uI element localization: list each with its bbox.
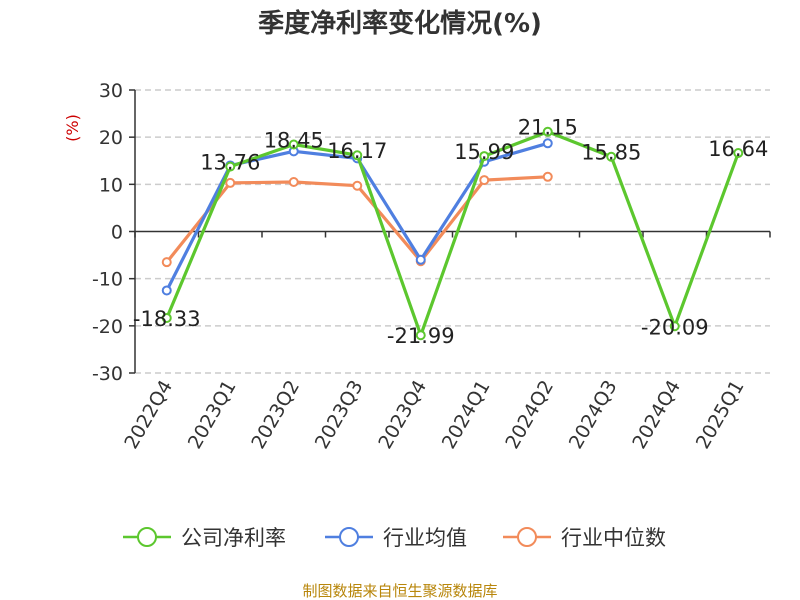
series-line bbox=[165, 130, 740, 337]
data-point bbox=[479, 151, 490, 162]
x-tick-label: 2024Q2 bbox=[501, 377, 558, 453]
data-label: 21.15 bbox=[518, 116, 578, 140]
data-point bbox=[288, 176, 299, 187]
data-point bbox=[733, 148, 744, 159]
x-tick-label: 2024Q3 bbox=[565, 377, 622, 453]
x-tick-label: 2024Q1 bbox=[438, 377, 495, 453]
series-0 bbox=[161, 126, 744, 341]
data-label: 16.17 bbox=[327, 139, 387, 163]
legend-label: 公司净利率 bbox=[181, 526, 286, 550]
y-tick-label: -10 bbox=[92, 269, 123, 291]
data-point bbox=[606, 151, 617, 162]
y-tick-label: -30 bbox=[92, 363, 123, 385]
data-point bbox=[161, 285, 172, 296]
data-point bbox=[669, 321, 680, 332]
series bbox=[161, 126, 744, 341]
x-tick-label: 2023Q3 bbox=[311, 377, 368, 453]
legend-label: 行业均值 bbox=[383, 526, 467, 550]
source-note: 制图数据来自恒生聚源数据库 bbox=[302, 582, 497, 600]
data-label: 16.64 bbox=[708, 137, 768, 161]
data-point bbox=[225, 177, 236, 188]
data-point bbox=[225, 161, 236, 172]
legend-marker bbox=[137, 527, 157, 547]
legend-item: 公司净利率 bbox=[123, 526, 286, 550]
data-point bbox=[415, 254, 426, 265]
data-point bbox=[352, 180, 363, 191]
x-tick-label: 2023Q4 bbox=[374, 377, 431, 453]
data-point bbox=[288, 139, 299, 150]
legend-marker bbox=[517, 527, 537, 547]
legend-marker bbox=[339, 527, 359, 547]
data-label: -21.99 bbox=[387, 324, 455, 348]
chart-title: 季度净利率变化情况(%) bbox=[258, 8, 542, 39]
data-label: 15.85 bbox=[581, 141, 641, 165]
y-axis-label: (%) bbox=[63, 114, 82, 142]
y-tick-label: 20 bbox=[99, 127, 123, 149]
y-tick-label: 0 bbox=[111, 222, 123, 244]
x-tick-label: 2023Q1 bbox=[184, 377, 241, 453]
data-point bbox=[542, 171, 553, 182]
series-2 bbox=[161, 171, 553, 268]
legend-item: 行业均值 bbox=[325, 526, 467, 550]
y-tick-label: 30 bbox=[99, 80, 123, 102]
x-tick-label: 2022Q4 bbox=[120, 377, 177, 453]
legend: 公司净利率 行业均值 行业中位数 bbox=[123, 526, 666, 550]
data-point bbox=[542, 138, 553, 149]
y-tick-label: 10 bbox=[99, 174, 123, 196]
y-tick-label: -20 bbox=[92, 316, 123, 338]
legend-item: 行业中位数 bbox=[503, 526, 666, 550]
data-point bbox=[161, 257, 172, 268]
data-point bbox=[161, 312, 172, 323]
data-label: -20.09 bbox=[641, 315, 709, 339]
x-tick-label: 2023Q2 bbox=[247, 377, 304, 453]
data-point bbox=[542, 126, 553, 137]
x-tick-label: 2025Q1 bbox=[692, 377, 749, 453]
data-point bbox=[415, 330, 426, 341]
x-tick-label: 2024Q4 bbox=[628, 377, 685, 453]
data-label: 15.99 bbox=[454, 140, 514, 164]
data-label: -18.33 bbox=[133, 307, 201, 331]
data-point bbox=[479, 175, 490, 186]
legend-label: 行业中位数 bbox=[561, 526, 666, 550]
data-label: 13.76 bbox=[200, 151, 260, 175]
data-point bbox=[352, 150, 363, 161]
data-label: 18.45 bbox=[264, 128, 324, 152]
